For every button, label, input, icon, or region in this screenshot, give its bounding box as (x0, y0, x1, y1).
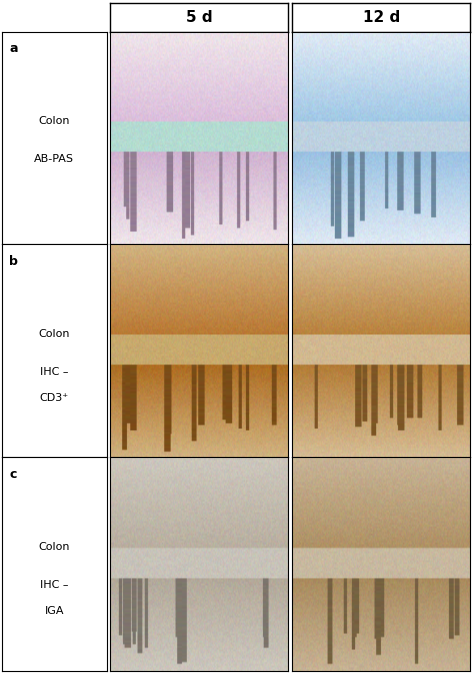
Text: Colon: Colon (38, 329, 70, 339)
Text: a: a (9, 42, 18, 55)
Text: b: b (9, 255, 18, 268)
Text: Colon: Colon (38, 116, 70, 126)
Text: 5 d: 5 d (186, 10, 213, 25)
Text: Colon: Colon (38, 542, 70, 552)
Text: IGA: IGA (45, 606, 64, 616)
Text: 12 d: 12 d (363, 10, 400, 25)
Text: c: c (9, 468, 17, 481)
Text: CD3⁺: CD3⁺ (40, 393, 69, 402)
Text: AB-PAS: AB-PAS (34, 154, 74, 164)
Text: IHC –: IHC – (40, 367, 69, 377)
Text: IHC –: IHC – (40, 580, 69, 590)
